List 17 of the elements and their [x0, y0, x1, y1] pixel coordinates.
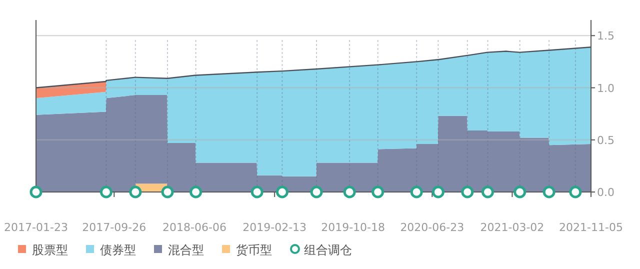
y-tick-label: 1.0 — [597, 82, 614, 95]
x-tick-label: 2019-10-18 — [321, 221, 386, 234]
legend-label: 债券型 — [100, 243, 136, 257]
y-tick-label: 0.0 — [597, 186, 614, 199]
y-tick-label: 1.5 — [597, 30, 614, 43]
y-tick-label: 0.5 — [597, 134, 614, 147]
legend-label: 股票型 — [32, 243, 68, 257]
x-tick-label: 2020-06-23 — [400, 221, 464, 234]
legend-label: 货币型 — [236, 243, 272, 257]
x-tick-label: 2017-01-23 — [4, 221, 68, 234]
x-tick-label: 2018-06-06 — [162, 221, 226, 234]
x-tick-label: 2019-02-13 — [242, 221, 307, 234]
x-tick-label: 2021-11-05 — [559, 221, 623, 234]
x-tick-label: 2021-03-02 — [480, 221, 544, 234]
legend-label: 组合调仓 — [304, 243, 352, 257]
legend-label: 混合型 — [168, 243, 204, 257]
x-tick-label: 2017-09-26 — [82, 221, 146, 234]
